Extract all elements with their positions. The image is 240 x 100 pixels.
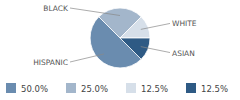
slice-label: BLACK bbox=[43, 4, 69, 13]
slice-label: HISPANIC bbox=[33, 58, 68, 67]
leader-line bbox=[141, 23, 170, 29]
chart: HISPANIC BLACK WHITE ASIAN 50.0% 25.0% 12.5% 12… bbox=[0, 0, 240, 100]
legend-swatch bbox=[126, 83, 136, 93]
slice-labels: HISPANIC BLACK WHITE ASIAN bbox=[33, 4, 197, 67]
pie bbox=[90, 8, 150, 68]
legend-swatch bbox=[66, 83, 76, 93]
legend-swatch bbox=[6, 83, 16, 93]
legend-label: 12.5% bbox=[201, 84, 228, 94]
slice-label: ASIAN bbox=[172, 49, 195, 58]
leader-line bbox=[70, 8, 120, 16]
legend-swatch bbox=[186, 83, 196, 93]
legend-label: 25.0% bbox=[81, 84, 108, 94]
leader-line bbox=[70, 54, 104, 62]
legend: 50.0% 25.0% 12.5% 12.5% bbox=[6, 83, 228, 94]
pie-slice bbox=[120, 17, 150, 38]
legend-label: 50.0% bbox=[21, 84, 48, 94]
leader-line bbox=[141, 47, 170, 53]
legend-label: 12.5% bbox=[141, 84, 168, 94]
pie-slice bbox=[120, 38, 150, 59]
slice-label: WHITE bbox=[172, 19, 197, 28]
